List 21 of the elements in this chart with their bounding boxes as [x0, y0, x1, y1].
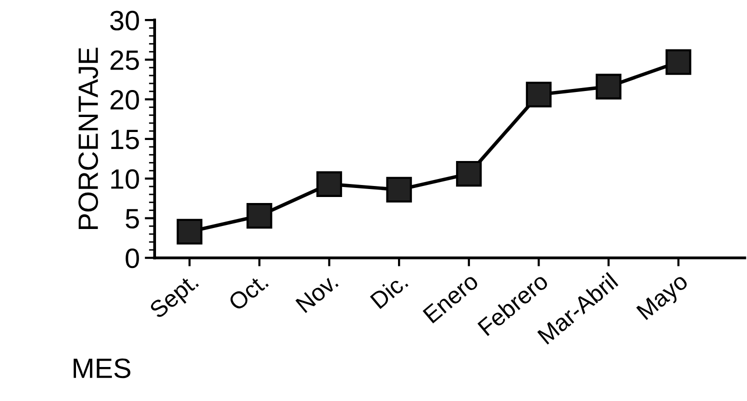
point: [666, 49, 692, 75]
y-tick-label: 15: [111, 130, 139, 150]
y-tick-label: 20: [110, 90, 139, 110]
point: [176, 218, 202, 245]
y-tick-label: 5: [126, 209, 139, 229]
point: [526, 82, 552, 108]
x-tick-label: Sept.: [148, 272, 202, 323]
y-axis-title: PORCENTAJE: [78, 48, 98, 230]
x-tick-label: Nov.: [295, 273, 339, 314]
y-tick-label: 30: [110, 10, 139, 30]
x-axis-title: MES: [74, 358, 130, 378]
x-tick-label: Oct.: [227, 272, 269, 312]
point: [456, 160, 482, 187]
x-tick-label: Dic.: [369, 272, 409, 310]
y-tick-label: 10: [111, 169, 139, 189]
point: [246, 202, 272, 229]
y-tick-label: 0: [126, 248, 139, 268]
point: [596, 74, 622, 100]
point: [386, 176, 412, 203]
y-tick-label: 25: [110, 50, 139, 70]
point: [316, 171, 342, 197]
